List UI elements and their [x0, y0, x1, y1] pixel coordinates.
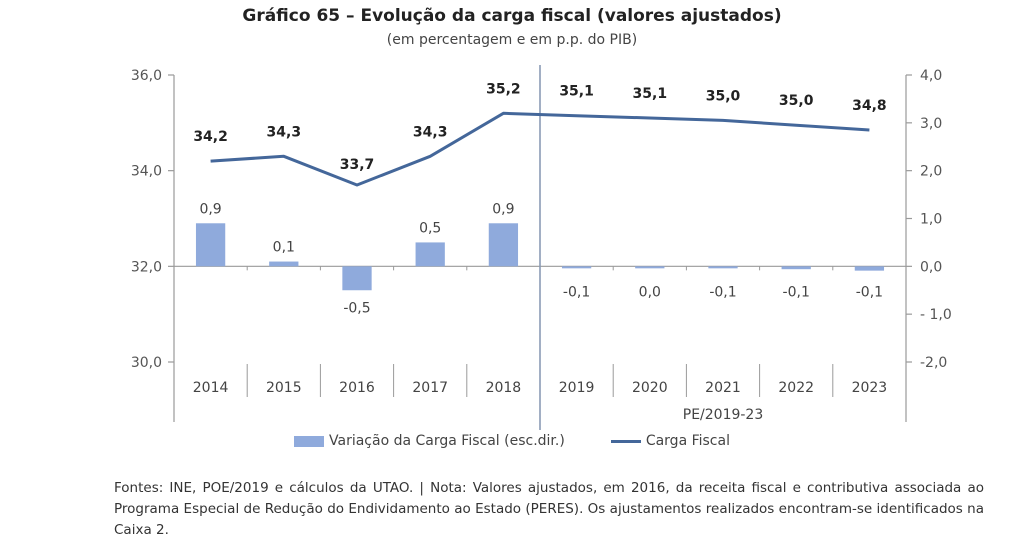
line-data-label: 35,0 — [706, 88, 741, 104]
line-data-label: 34,3 — [267, 124, 302, 140]
bar-variacao — [854, 266, 885, 271]
left-axis-tick-label: 32,0 — [131, 259, 162, 275]
line-data-label: 34,3 — [413, 124, 448, 140]
bar-data-label: -0,1 — [783, 284, 810, 300]
bar-data-label: 0,1 — [273, 240, 295, 256]
bar-variacao — [195, 223, 226, 267]
legend-bar-swatch — [294, 435, 325, 447]
legend-item-bars: Variação da Carga Fiscal (esc.dir.) — [294, 433, 565, 449]
line-data-label: 35,1 — [559, 84, 594, 100]
chart-plot: 30,0 32,0 34,0 36,0 -2,0 - 1,0 0,0 1,0 2,0 3,0 4,0… — [131, 65, 952, 430]
bar-variacao — [635, 266, 665, 269]
category-label: 2014 — [193, 380, 229, 396]
category-label: 2015 — [266, 380, 302, 396]
right-axis-tick-label: 1,0 — [920, 212, 942, 228]
category-label: 2019 — [559, 380, 595, 396]
bar-data-label: 0,9 — [199, 201, 221, 217]
legend-line-label: Carga Fiscal — [645, 433, 730, 449]
category-label: 2023 — [852, 380, 888, 396]
bar-variacao — [342, 266, 372, 291]
bar-data-label: 0,9 — [492, 201, 514, 217]
line-data-label: 35,1 — [633, 86, 668, 102]
line-carga-fiscal — [210, 111, 870, 187]
bar-data-label: 0,5 — [419, 220, 441, 236]
bar-variacao — [488, 223, 519, 267]
category-label: 2022 — [778, 380, 814, 396]
left-axis-tick-label: 34,0 — [131, 164, 162, 180]
bar-variacao — [561, 266, 592, 269]
bar-data-label: -0,1 — [563, 284, 590, 300]
legend-item-line: Carga Fiscal — [610, 433, 730, 449]
line-data-label: 35,2 — [486, 81, 521, 97]
bar-variacao — [269, 261, 299, 267]
bar-data-label: -0,1 — [709, 284, 736, 300]
footnote: Fontes: INE, POE/2019 e cálculos da UTAO… — [114, 480, 984, 538]
category-label: 2016 — [339, 380, 375, 396]
right-axis-tick-label: 3,0 — [920, 116, 942, 132]
right-axis-tick-label: 2,0 — [920, 164, 942, 180]
line-data-label: 34,8 — [852, 98, 887, 114]
bar-variacao — [781, 266, 811, 270]
category-label: 2017 — [412, 380, 448, 396]
chart-title: Gráfico 65 – Evolução da carga fiscal (v… — [242, 6, 782, 26]
category-label: 2021 — [705, 380, 741, 396]
left-axis-tick-label: 30,0 — [131, 355, 162, 371]
right-axis-tick-label: 0,0 — [920, 259, 942, 275]
right-axis-tick-label: 4,0 — [920, 68, 942, 84]
legend: Variação da Carga Fiscal (esc.dir.) Carg… — [0, 433, 1024, 449]
bar-variacao — [415, 242, 445, 267]
line-data-label: 34,2 — [193, 129, 228, 145]
line-data-label: 33,7 — [340, 157, 375, 173]
line-data-label: 35,0 — [779, 93, 814, 109]
chart-subtitle: (em percentagem e em p.p. do PIB) — [386, 32, 638, 48]
left-axis-tick-label: 36,0 — [131, 68, 162, 84]
bar-variacao — [708, 266, 738, 269]
category-label: 2020 — [632, 380, 668, 396]
right-axis-tick-label: - 1,0 — [920, 307, 952, 323]
bar-data-label: -0,5 — [343, 300, 370, 316]
legend-bar-label: Variação da Carga Fiscal (esc.dir.) — [329, 433, 565, 449]
bar-data-label: -0,1 — [856, 284, 883, 300]
legend-line-swatch — [610, 439, 641, 443]
projection-group-label: PE/2019-23 — [683, 407, 764, 423]
right-axis-tick-label: -2,0 — [920, 355, 947, 371]
bar-data-label: 0,0 — [639, 284, 661, 300]
category-label: 2018 — [486, 380, 522, 396]
